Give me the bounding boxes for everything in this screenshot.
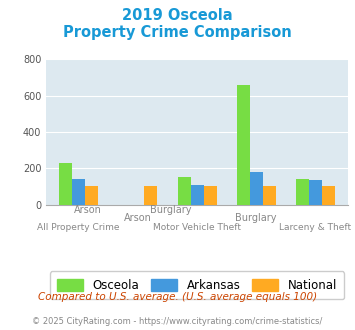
Bar [178, 178, 191, 205]
Text: 2019 Osceola: 2019 Osceola [122, 8, 233, 23]
Bar [263, 186, 276, 205]
Text: Compared to U.S. average. (U.S. average equals 100): Compared to U.S. average. (U.S. average … [38, 292, 317, 302]
Bar [144, 186, 157, 205]
Bar [250, 172, 263, 205]
Bar [309, 180, 322, 205]
Text: Burglary: Burglary [150, 205, 192, 215]
Bar [203, 186, 217, 205]
Text: Motor Vehicle Theft: Motor Vehicle Theft [153, 223, 241, 232]
Bar [59, 163, 72, 205]
Text: Burglary: Burglary [235, 213, 277, 223]
Text: Arson: Arson [124, 213, 152, 223]
Bar [237, 85, 250, 205]
Bar [296, 179, 309, 205]
Bar [85, 186, 98, 205]
Bar [72, 179, 85, 205]
Legend: Osceola, Arkansas, National: Osceola, Arkansas, National [50, 272, 344, 299]
Bar [322, 186, 335, 205]
Text: Property Crime Comparison: Property Crime Comparison [63, 25, 292, 40]
Text: Arson: Arson [74, 205, 102, 215]
Text: © 2025 CityRating.com - https://www.cityrating.com/crime-statistics/: © 2025 CityRating.com - https://www.city… [32, 317, 323, 326]
Text: Larceny & Theft: Larceny & Theft [279, 223, 351, 232]
Bar [191, 185, 203, 205]
Text: All Property Crime: All Property Crime [37, 223, 120, 232]
